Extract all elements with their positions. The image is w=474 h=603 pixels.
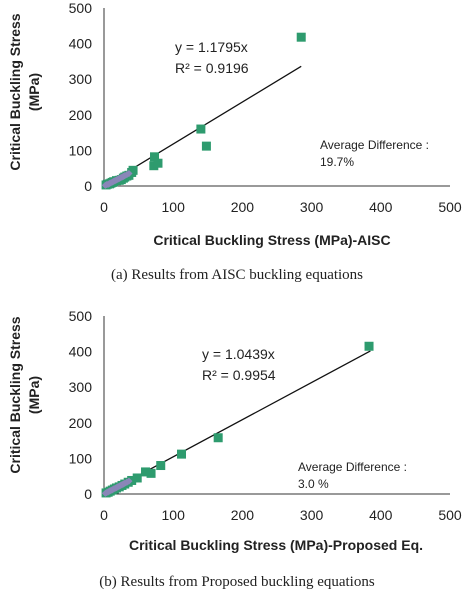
panel-a-x-axis-title: Critical Buckling Stress (MPa)-AISC (153, 232, 390, 248)
panel-a-tick-labels: 0 100 200 300 400 500 0 100 200 300 400 500 (69, 0, 462, 215)
panel-a-y-axis-title-line-2: (MPa) (26, 73, 42, 111)
panel-b-y-tick-label: 0 (84, 486, 92, 502)
panel-a-diamond-point (125, 169, 133, 178)
panel-b-x-tick-label: 400 (369, 507, 393, 523)
panel-b-caption: (b) Results from Proposed buckling equat… (99, 574, 375, 590)
panel-a-note-line-1: Average Difference : (320, 138, 429, 152)
panel-b-y-tick-label: 100 (69, 450, 93, 466)
panel-a-note-line-2: 19.7% (320, 155, 354, 169)
panel-b-y-tick-label: 500 (69, 308, 93, 324)
panel-a-x-tick-label: 200 (231, 199, 255, 215)
panel-a-square-point (296, 32, 306, 42)
panel-b-y-axis-title-line-2: (MPa) (26, 376, 42, 414)
panel-b-x-tick-label: 0 (100, 507, 108, 523)
panel-b-x-tick-label: 100 (162, 507, 186, 523)
panel-a-y-tick-label: 500 (69, 0, 93, 16)
panel-a-square-point (196, 124, 206, 134)
panel-a-y-tick-label: 0 (84, 178, 92, 194)
panel-a-y-tick-label: 100 (69, 142, 93, 158)
panel-b-x-tick-label: 300 (300, 507, 324, 523)
panel-a-square-point (128, 165, 138, 175)
panel-a-x-tick-label: 100 (162, 199, 186, 215)
panel-a-square-point (153, 158, 163, 168)
panel-b-square-point (156, 461, 166, 471)
panel-b-square-point (177, 449, 187, 459)
panel-b-tick-labels: 0 100 200 300 400 500 0 100 200 300 400 500 (69, 308, 462, 523)
panel-b-square-point (213, 433, 223, 443)
panel-a-x-tick-label: 300 (300, 199, 324, 215)
panel-b-y-axis-title-line-1: Critical Buckling Stress (7, 316, 23, 473)
panel-a-y-axis-title-line-1: Critical Buckling Stress (7, 13, 23, 170)
panel-b-square-point (364, 341, 374, 351)
panel-a-square-point (201, 141, 211, 151)
panel-b-square-point (141, 467, 151, 477)
panel-b-y-tick-label: 400 (69, 344, 93, 360)
panel-b-diamond-point (125, 477, 133, 485)
panel-b-x-tick-label: 200 (231, 507, 255, 523)
panel-b-x-tick-label: 500 (438, 507, 462, 523)
panel-b-note-line-2: 3.0 % (298, 477, 329, 491)
panel-a-x-tick-label: 500 (438, 199, 462, 215)
panel-a-x-tick-label: 400 (369, 199, 393, 215)
panel-b-square-point (146, 468, 156, 478)
panel-b-y-tick-label: 200 (69, 415, 93, 431)
panel-a-equation: y = 1.1795x (175, 39, 248, 55)
panel-b-r-squared: R² = 0.9954 (202, 367, 276, 383)
panel-b-note-line-1: Average Difference : (298, 460, 407, 474)
panel-a-r-squared: R² = 0.9196 (175, 60, 249, 76)
panel-b-square-point (132, 473, 142, 483)
panel-b-data-points (101, 341, 374, 498)
panel-b: Critical Buckling Stress (MPa) 0 100 200 30… (7, 308, 462, 590)
panel-b-equation: y = 1.0439x (202, 346, 275, 362)
panel-a-caption: (a) Results from AISC buckling equations (111, 267, 363, 283)
panel-a-x-tick-label: 0 (100, 199, 108, 215)
panel-b-y-tick-label: 300 (69, 379, 93, 395)
panel-a-square-point (150, 152, 160, 162)
panel-b-x-axis-title: Critical Buckling Stress (MPa)-Proposed … (129, 537, 423, 553)
panel-a-y-tick-label: 200 (69, 107, 93, 123)
panel-a: Critical Buckling Stress (MPa) 0 100 200 30… (7, 0, 462, 283)
panel-a-y-tick-label: 300 (69, 71, 93, 87)
panel-a-y-tick-label: 400 (69, 36, 93, 52)
panel-a-data-points (101, 32, 306, 190)
